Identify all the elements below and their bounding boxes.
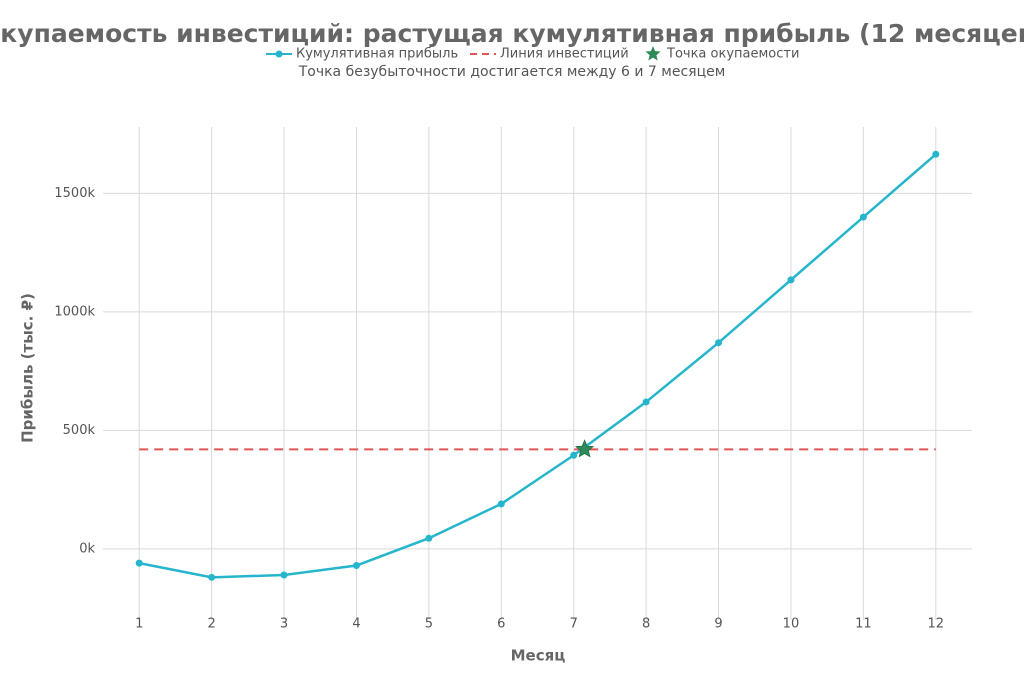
x-tick-label: 4 (352, 617, 360, 632)
legend-label: Точка окупаемости (666, 47, 799, 62)
x-tick-label: 7 (570, 617, 578, 632)
y-tick-label: 500k (63, 423, 96, 438)
data-point (715, 339, 723, 347)
x-tick-label: 12 (928, 617, 945, 632)
data-point (280, 571, 288, 579)
y-axis-title: Прибыль (тыс. ₽) (19, 293, 37, 443)
data-point (208, 573, 216, 581)
x-tick-label: 1 (135, 617, 143, 632)
x-tick-label: 3 (280, 617, 288, 632)
data-point (787, 276, 795, 284)
legend-label: Линия инвестиций (500, 47, 629, 62)
data-point (352, 561, 360, 569)
data-point (570, 451, 578, 459)
legend-icon (275, 50, 283, 58)
data-point (642, 398, 650, 406)
y-tick-label: 0k (79, 541, 95, 556)
series-line (138, 153, 937, 579)
legend-label: Кумулятивная прибыль (296, 47, 458, 62)
x-tick-label: 8 (642, 617, 650, 632)
data-point (932, 150, 940, 158)
payback-marker (575, 439, 595, 458)
x-tick-label: 10 (783, 617, 800, 632)
data-point (497, 500, 505, 508)
x-tick-label: 2 (207, 617, 215, 632)
y-tick-label: 1000k (54, 304, 95, 319)
legend-icon (645, 46, 661, 61)
data-point (135, 559, 143, 567)
x-tick-label: 6 (497, 617, 505, 632)
x-tick-label: 5 (425, 617, 433, 632)
x-axis-title: Месяц (511, 647, 566, 665)
data-point (859, 213, 867, 221)
subtitle: Точка безубыточности достигается между 6… (298, 64, 726, 80)
chart-title: Окупаемость инвестиций: растущая кумулят… (0, 19, 1024, 48)
x-tick-label: 11 (855, 617, 872, 632)
y-tick-label: 1500k (54, 186, 95, 201)
x-tick-label: 9 (714, 617, 722, 632)
data-point (425, 534, 433, 542)
